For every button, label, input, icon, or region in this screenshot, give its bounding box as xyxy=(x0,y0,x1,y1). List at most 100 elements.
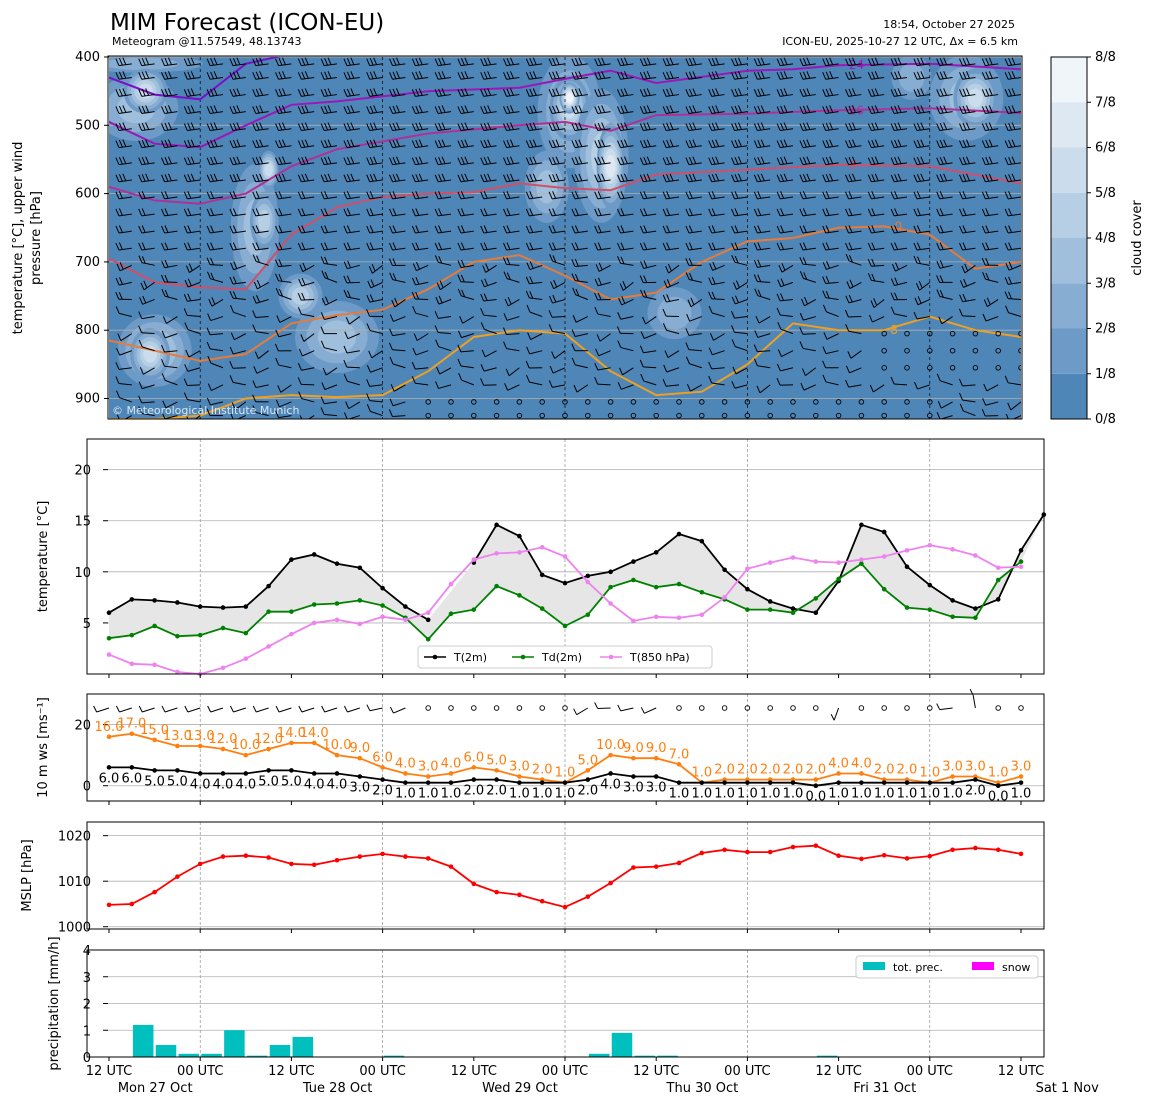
wind-barb-feather xyxy=(753,274,758,282)
wind-barb-feather xyxy=(347,260,352,268)
wind-barb-feather xyxy=(343,123,348,131)
wind-barb-feather xyxy=(138,325,143,333)
wind-barb-feather xyxy=(392,242,397,250)
wind-barb-shaft xyxy=(554,350,566,359)
wind-barb xyxy=(277,384,292,393)
wind-barb xyxy=(596,333,611,342)
wind-barb-feather xyxy=(389,123,393,131)
wind-barb-feather xyxy=(988,139,993,147)
wind-barb xyxy=(275,329,292,338)
wind-barb xyxy=(822,105,839,114)
wind-barb-feather xyxy=(164,289,169,298)
wind-barb-shaft xyxy=(484,350,497,358)
y-axis-label: temperature [°C] xyxy=(36,501,51,613)
wind-barb-feather xyxy=(274,343,279,352)
wind-barb-feather xyxy=(483,105,488,114)
wind-barb-feather xyxy=(662,140,667,148)
data-point xyxy=(745,586,750,592)
figure-subtitle: Meteogram @11.57549, 48.13743 xyxy=(112,35,302,48)
wind-barb xyxy=(571,225,588,234)
wind-barb-feather xyxy=(623,57,628,65)
calm-wind-symbol xyxy=(790,705,796,711)
wind-barb-feather xyxy=(457,89,462,97)
data-point xyxy=(220,665,226,671)
wind-barb xyxy=(297,156,315,166)
wind-barb xyxy=(642,316,657,325)
wind-barb-shaft xyxy=(574,230,588,234)
wind-barb xyxy=(161,71,178,80)
wind-barb-feather xyxy=(532,105,537,113)
wind-barb-feather xyxy=(94,357,97,364)
wind-barb-feather xyxy=(506,88,511,97)
wind-barb-feather xyxy=(757,259,762,268)
wind-barb-feather xyxy=(1005,413,1009,419)
legend-marker xyxy=(520,654,526,660)
wind-barb xyxy=(685,105,702,114)
cloud-patch xyxy=(565,93,574,103)
wind-barb xyxy=(890,57,908,67)
wind-barb-feather xyxy=(918,280,923,289)
wind-barb-feather xyxy=(731,191,735,200)
wind-barb-feather xyxy=(825,156,830,165)
wind-barb-feather xyxy=(619,367,623,376)
wind-barb-feather xyxy=(525,208,530,217)
wind-barb-feather xyxy=(620,57,625,66)
wind-barb-feather xyxy=(711,208,716,216)
wind-barb-feather xyxy=(161,260,166,268)
wind-barb-feather xyxy=(623,122,628,130)
wind-barb-shaft xyxy=(985,316,999,322)
wind-barb xyxy=(1004,105,1021,114)
data-point xyxy=(699,589,705,595)
wind-barb xyxy=(937,401,953,409)
wind-barb-shaft xyxy=(415,312,429,318)
data-point xyxy=(927,853,933,859)
wind-barb-feather xyxy=(116,390,120,398)
wind-barb xyxy=(617,156,634,166)
wind-barb-shaft xyxy=(894,196,908,200)
wind-barb-feather xyxy=(982,398,987,406)
wind-barb-feather xyxy=(343,412,348,419)
wind-barb-feather xyxy=(623,88,628,96)
precip-bar xyxy=(634,1055,656,1057)
wind-barb-feather xyxy=(890,242,895,251)
wind-barb-feather xyxy=(320,140,325,148)
wind-barb-feather xyxy=(183,225,188,234)
calm-wind-symbol xyxy=(721,399,728,405)
wind-barb-feather xyxy=(753,358,758,366)
wind-barb-feather xyxy=(643,139,648,148)
wind-barb-feather xyxy=(845,191,849,200)
wind-barb xyxy=(184,364,201,372)
wind-barb xyxy=(138,311,155,320)
wind-barb-feather xyxy=(278,225,283,233)
wind-barb-feather xyxy=(639,72,644,80)
wind-barb-feather xyxy=(161,344,165,353)
wind-barb xyxy=(109,162,110,164)
wind-barb-feather xyxy=(669,139,674,147)
wind-barb-feather xyxy=(369,208,374,216)
calm-wind-symbol xyxy=(471,412,477,419)
wind-barb xyxy=(571,329,588,338)
wind-barb-feather xyxy=(939,88,944,97)
wind-barb-feather xyxy=(780,57,785,66)
wind-barb-feather xyxy=(503,106,507,114)
wind-barb-feather xyxy=(985,257,990,266)
wind-barb xyxy=(184,322,201,335)
wind-barb-shaft xyxy=(804,299,817,307)
wind-barb xyxy=(733,280,748,290)
y-tick-label: 20 xyxy=(74,464,91,479)
wind-barb-feather xyxy=(320,312,325,320)
wind-barb-feather xyxy=(118,139,123,148)
data-label: 9.0 xyxy=(646,741,667,756)
wind-barb xyxy=(366,309,383,318)
wind-barb-feather xyxy=(799,327,804,335)
wind-barb-shaft xyxy=(758,316,771,324)
wind-barb-shaft xyxy=(303,333,315,342)
wind-barb xyxy=(138,105,155,114)
data-point xyxy=(311,602,317,607)
wind-barb xyxy=(109,350,110,351)
wind-barb xyxy=(161,139,178,149)
wind-barb-feather xyxy=(415,291,420,300)
wind-barb-feather xyxy=(411,72,416,80)
wind-barb xyxy=(959,156,976,166)
